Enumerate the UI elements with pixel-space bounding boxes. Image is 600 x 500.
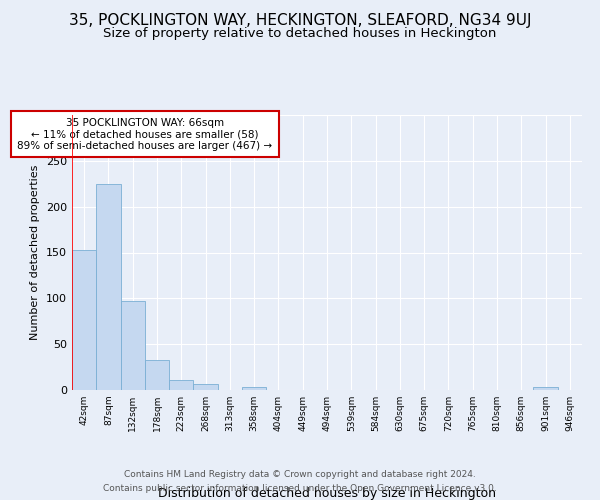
Bar: [193, 384, 218, 390]
X-axis label: Distribution of detached houses by size in Heckington: Distribution of detached houses by size …: [158, 487, 496, 500]
Bar: [533, 387, 558, 390]
Bar: [96, 184, 121, 390]
Text: 35, POCKLINGTON WAY, HECKINGTON, SLEAFORD, NG34 9UJ: 35, POCKLINGTON WAY, HECKINGTON, SLEAFOR…: [69, 12, 531, 28]
Bar: [72, 250, 96, 390]
Bar: [242, 387, 266, 390]
Text: Size of property relative to detached houses in Heckington: Size of property relative to detached ho…: [103, 28, 497, 40]
Text: Contains public sector information licensed under the Open Government Licence v3: Contains public sector information licen…: [103, 484, 497, 493]
Text: 35 POCKLINGTON WAY: 66sqm
← 11% of detached houses are smaller (58)
89% of semi-: 35 POCKLINGTON WAY: 66sqm ← 11% of detac…: [17, 118, 272, 151]
Bar: [145, 360, 169, 390]
Y-axis label: Number of detached properties: Number of detached properties: [31, 165, 40, 340]
Text: Contains HM Land Registry data © Crown copyright and database right 2024.: Contains HM Land Registry data © Crown c…: [124, 470, 476, 479]
Bar: [121, 301, 145, 390]
Bar: [169, 380, 193, 390]
